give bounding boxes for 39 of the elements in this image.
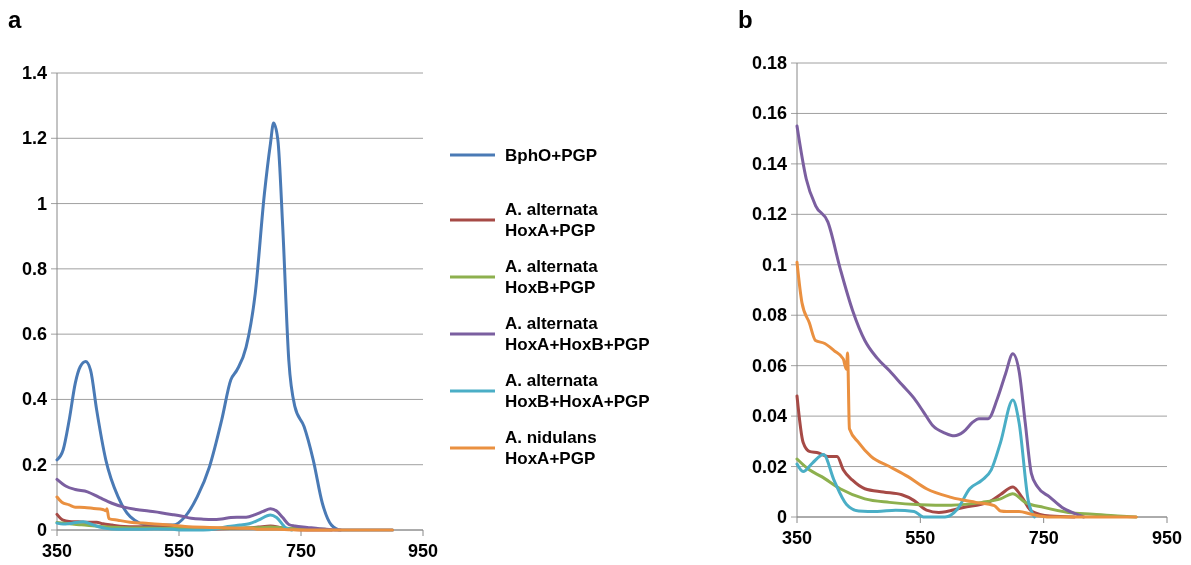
y-tick-label: 1.4 [21,63,47,83]
legend-label: A. nidulans HoxA+PGP [505,428,597,468]
y-tick-label: 1.2 [21,128,47,149]
x-tick-label: 950 [407,541,439,561]
legend-label: A. alternata HoxB+PGP [505,257,599,297]
x-tick-label: 550 [163,541,195,561]
y-tick-label: 0 [776,507,787,527]
y-tick-label: 0.18 [751,53,787,73]
line-series [795,398,1036,519]
x-tick-label: 350 [41,541,73,561]
legend-label: A. alternata HoxA+HoxB+PGP [505,314,650,354]
line-series [795,124,1086,519]
y-tick-label: 0.6 [21,324,47,345]
x-tick-label: 550 [905,528,936,548]
y-tick-label: 0 [36,520,47,540]
y-tick-label: 1 [36,193,47,214]
x-tick-label: 950 [1151,528,1183,548]
y-tick-label: 0.14 [751,153,787,174]
y-tick-label: 0.1 [761,254,787,275]
x-tick-label: 750 [285,541,317,561]
y-tick-label: 0.08 [751,305,787,326]
legend-label: BphO+PGP [505,145,598,165]
y-tick-label: 0.12 [751,204,787,225]
y-tick-label: 0.06 [751,355,787,376]
line-series [55,495,394,532]
line-series [795,260,1138,519]
chart-title: b [738,6,753,33]
y-tick-label: 0.04 [751,406,787,427]
y-tick-label: 0.16 [751,103,787,124]
chart-title: a [8,6,22,33]
x-tick-label: 350 [781,528,813,548]
legend-label: A. alternata HoxA+PGP [505,200,599,240]
y-tick-label: 0.2 [21,454,47,475]
line-series [55,477,343,532]
y-tick-label: 0.02 [751,456,787,477]
y-tick-label: 0.4 [21,389,47,410]
legend-label: A. alternata HoxB+HoxA+PGP [505,371,650,411]
y-tick-label: 0.8 [21,258,47,279]
x-tick-label: 750 [1028,528,1059,548]
